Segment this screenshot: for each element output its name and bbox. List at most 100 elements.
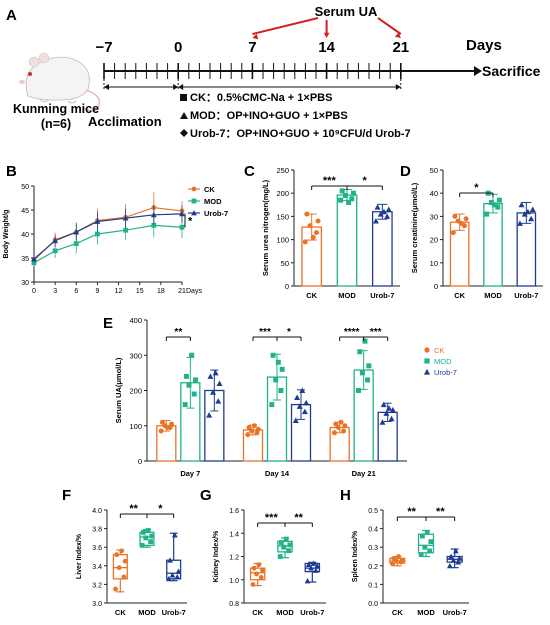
y-tick-label: 30 xyxy=(430,212,438,221)
y-tick-label: 300 xyxy=(129,351,142,360)
data-point xyxy=(212,369,219,376)
data-point xyxy=(307,223,313,229)
data-point xyxy=(273,377,279,383)
data-point xyxy=(331,430,337,436)
y-tick-label: 0.3 xyxy=(368,545,378,552)
data-point xyxy=(355,388,361,393)
data-point xyxy=(302,239,308,245)
data-point xyxy=(313,567,319,573)
sampling-arrowhead-icon xyxy=(323,32,330,38)
data-point xyxy=(121,574,127,580)
data-point xyxy=(516,220,523,226)
x-tick-label: MOD xyxy=(417,608,435,617)
y-tick-label: 400 xyxy=(129,316,142,325)
sampling-arrows xyxy=(252,17,402,40)
y-tick-label: 20 xyxy=(430,236,438,245)
data-point xyxy=(528,215,535,222)
data-point xyxy=(193,377,199,383)
data-point xyxy=(148,539,153,545)
y-tick-label: 0.5 xyxy=(368,508,378,515)
significance-label: ** xyxy=(174,327,182,338)
data-point xyxy=(377,211,384,217)
data-point xyxy=(52,237,59,244)
data-point xyxy=(342,423,348,429)
significance-label: ** xyxy=(407,506,416,518)
timeline-day-label: −7 xyxy=(95,39,112,56)
y-tick-label: 0 xyxy=(138,457,142,466)
data-point xyxy=(518,201,525,208)
data-point xyxy=(260,568,265,573)
legend-label: CK xyxy=(434,346,444,355)
data-point xyxy=(339,188,345,194)
serum-ua-label: Serum UA xyxy=(315,4,378,19)
x-tick-label: 6 xyxy=(74,288,78,295)
data-point xyxy=(116,565,122,571)
x-tick-label: 15 xyxy=(136,288,144,295)
significance-label: * xyxy=(363,175,368,187)
data-point xyxy=(245,432,251,438)
significance-label: *** xyxy=(259,327,271,338)
days-label: Days xyxy=(466,37,502,54)
y-tick-label: 3.8 xyxy=(92,527,102,534)
data-point xyxy=(342,193,348,199)
data-point xyxy=(335,425,341,431)
y-axis-label: Body Weight/g xyxy=(3,210,10,259)
legend-label: Urob-7 xyxy=(434,368,457,377)
x-tick-label: CK xyxy=(306,291,317,300)
sampling-arrowhead-icon xyxy=(394,32,401,38)
y-axis-label: Kidney Index/% xyxy=(213,530,220,583)
data-point xyxy=(189,352,195,358)
data-point xyxy=(304,211,310,217)
data-point xyxy=(305,561,312,568)
bar xyxy=(336,194,358,287)
data-point xyxy=(455,559,462,565)
data-point xyxy=(286,548,291,554)
data-point xyxy=(529,206,536,212)
data-point xyxy=(275,359,281,365)
data-point xyxy=(496,197,502,203)
data-point xyxy=(210,389,217,395)
data-point xyxy=(158,428,164,434)
data-point xyxy=(150,211,157,218)
panel-f-letter: F xyxy=(62,487,71,504)
x-tick-label: 3 xyxy=(53,288,57,295)
data-point xyxy=(167,557,173,563)
data-point xyxy=(346,199,352,205)
data-point xyxy=(174,574,181,580)
data-point xyxy=(385,405,392,411)
chart-e-serum-ua: 0 100 200 300 400 Serum UA(μmol/L) Day 7 Day 14… xyxy=(114,316,457,478)
legend-marker xyxy=(424,347,430,353)
timeline-day-label: 7 xyxy=(248,39,256,56)
data-point xyxy=(366,363,372,369)
data-point xyxy=(255,426,261,432)
y-tick-label: 50 xyxy=(21,184,29,191)
data-point xyxy=(380,401,387,408)
data-point xyxy=(169,572,176,578)
x-tick-label: Urob-7 xyxy=(300,608,324,617)
y-axis-label: Serum creatinine(μmol/L) xyxy=(410,182,419,273)
data-point xyxy=(183,373,189,379)
y-tick-label: 0.2 xyxy=(368,564,378,571)
data-point xyxy=(338,419,344,425)
chart-d-creatinine: 0 10 20 30 40 50 Serum creatinine(μmol/L) CK MOD… xyxy=(410,166,543,300)
data-point xyxy=(380,208,387,215)
square-marker-icon xyxy=(180,94,187,101)
data-point xyxy=(450,230,456,236)
span-arrow-right-icon xyxy=(395,84,401,90)
data-point xyxy=(141,529,146,535)
x-tick-label: CK xyxy=(252,608,263,617)
n-label: (n=6) xyxy=(41,117,71,131)
data-point xyxy=(165,425,171,431)
x-tick-label: Urob-7 xyxy=(443,608,467,617)
significance-label: ** xyxy=(436,506,445,518)
data-point xyxy=(216,380,223,386)
data-point xyxy=(308,565,315,571)
data-point xyxy=(372,218,379,224)
data-point xyxy=(399,557,405,563)
y-tick-label: 100 xyxy=(276,236,289,245)
y-tick-label: 4.0 xyxy=(92,508,102,515)
data-point xyxy=(446,562,453,569)
x-tick-label: 21 xyxy=(178,288,186,295)
data-point xyxy=(73,229,80,235)
x-tick-label: 12 xyxy=(115,288,123,295)
